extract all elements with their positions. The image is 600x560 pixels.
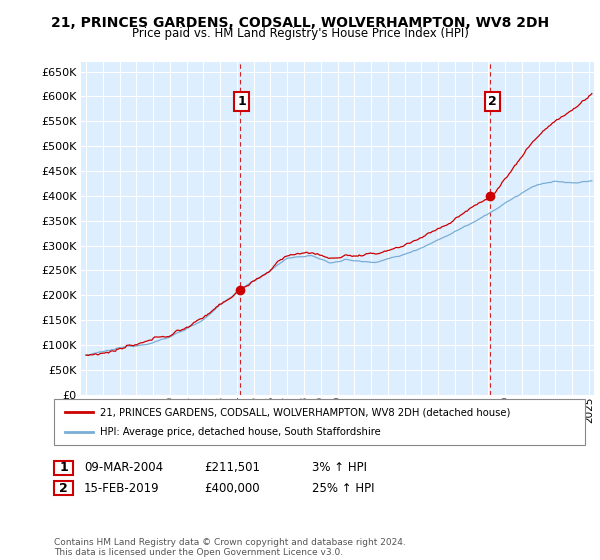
Text: 2: 2 <box>488 95 496 108</box>
Text: 1: 1 <box>238 95 246 108</box>
Text: 2: 2 <box>59 482 68 495</box>
Text: Contains HM Land Registry data © Crown copyright and database right 2024.
This d: Contains HM Land Registry data © Crown c… <box>54 538 406 557</box>
Text: 15-FEB-2019: 15-FEB-2019 <box>84 482 160 495</box>
Text: 09-MAR-2004: 09-MAR-2004 <box>84 461 163 474</box>
Text: Price paid vs. HM Land Registry's House Price Index (HPI): Price paid vs. HM Land Registry's House … <box>131 27 469 40</box>
Text: 3% ↑ HPI: 3% ↑ HPI <box>312 461 367 474</box>
Text: 21, PRINCES GARDENS, CODSALL, WOLVERHAMPTON, WV8 2DH (detached house): 21, PRINCES GARDENS, CODSALL, WOLVERHAMP… <box>100 407 511 417</box>
Text: 21, PRINCES GARDENS, CODSALL, WOLVERHAMPTON, WV8 2DH: 21, PRINCES GARDENS, CODSALL, WOLVERHAMP… <box>51 16 549 30</box>
Text: £211,501: £211,501 <box>204 461 260 474</box>
Text: 25% ↑ HPI: 25% ↑ HPI <box>312 482 374 495</box>
Text: £400,000: £400,000 <box>204 482 260 495</box>
Text: 1: 1 <box>59 461 68 474</box>
Text: HPI: Average price, detached house, South Staffordshire: HPI: Average price, detached house, Sout… <box>100 427 381 437</box>
